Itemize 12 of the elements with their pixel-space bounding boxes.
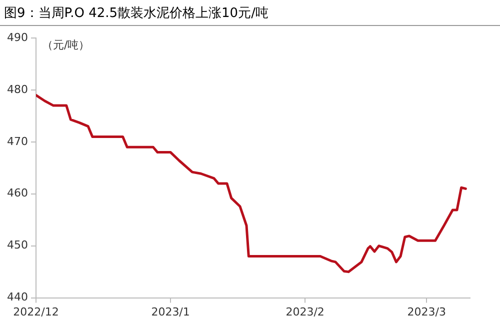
x-tick-label: 2022/12	[13, 305, 59, 318]
chart-title: 图9：当周P.O 42.5散装水泥价格上涨10元/吨	[0, 0, 500, 26]
y-tick-label: 460	[6, 186, 28, 200]
y-tick-label: 470	[6, 134, 28, 148]
y-tick-label: 480	[6, 82, 28, 96]
y-tick-label: 440	[6, 290, 28, 304]
x-tick-label: 2023/2	[286, 305, 324, 318]
x-tick-label: 2023/3	[407, 305, 446, 318]
x-tick-label: 2023/1	[151, 305, 190, 318]
y-axis-title: （元/吨）	[42, 38, 90, 52]
y-tick-label: 490	[6, 30, 28, 44]
y-tick-label: 450	[6, 238, 28, 252]
